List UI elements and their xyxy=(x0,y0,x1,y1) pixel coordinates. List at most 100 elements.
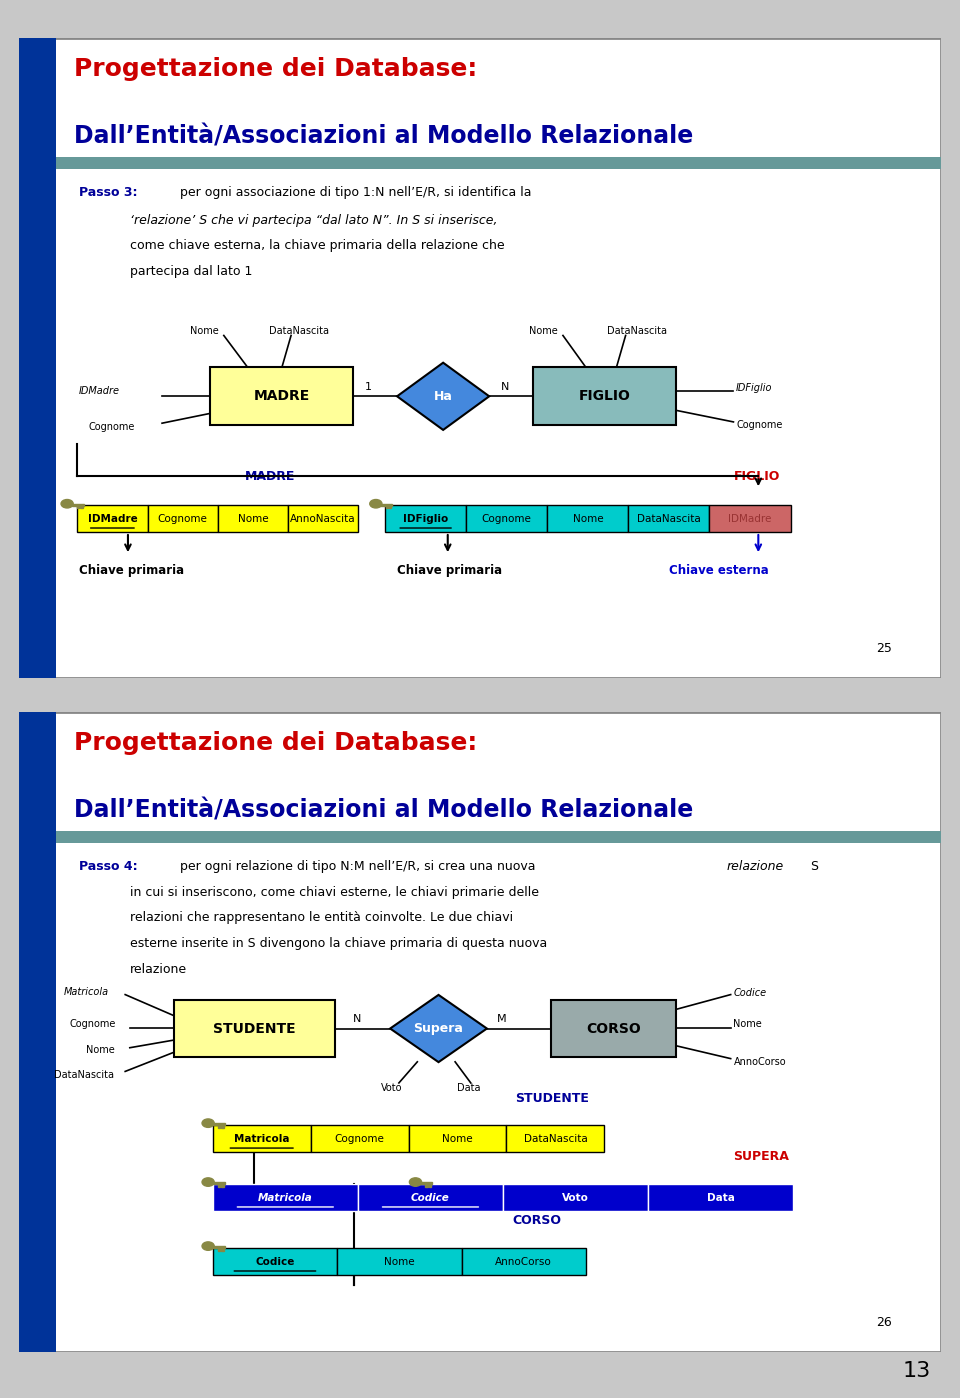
Bar xyxy=(420,1183,432,1184)
Bar xyxy=(389,506,392,509)
Text: FIGLIO: FIGLIO xyxy=(579,389,631,403)
Text: come chiave esterna, la chiave primaria della relazione che: come chiave esterna, la chiave primaria … xyxy=(130,239,504,253)
Text: IDFiglio: IDFiglio xyxy=(736,383,773,393)
Bar xyxy=(218,1125,220,1128)
Circle shape xyxy=(202,1179,214,1187)
Text: Passo 3:: Passo 3: xyxy=(79,186,137,200)
Text: relazioni che rappresentano le entità coinvolte. Le due chiavi: relazioni che rappresentano le entità co… xyxy=(130,911,513,924)
Bar xyxy=(409,1125,507,1152)
Text: Nome: Nome xyxy=(85,1046,114,1055)
Text: Ha: Ha xyxy=(434,390,452,403)
Text: IDFiglio: IDFiglio xyxy=(403,513,448,524)
Text: MADRE: MADRE xyxy=(253,389,310,403)
Bar xyxy=(212,1183,225,1184)
Text: Progettazione dei Database:: Progettazione dei Database: xyxy=(75,731,478,755)
Text: Matricola: Matricola xyxy=(234,1134,290,1144)
Bar xyxy=(81,506,83,509)
Circle shape xyxy=(409,1179,421,1187)
Text: Chiave esterna: Chiave esterna xyxy=(669,563,769,577)
Text: Dall’Entità/Associazioni al Modello Relazionale: Dall’Entità/Associazioni al Modello Rela… xyxy=(75,124,694,148)
Text: M: M xyxy=(496,1014,506,1025)
Text: N: N xyxy=(501,382,510,391)
Bar xyxy=(218,505,288,533)
Bar xyxy=(213,1248,337,1275)
Text: Nome: Nome xyxy=(529,326,558,336)
FancyBboxPatch shape xyxy=(551,1000,676,1057)
Text: Voto: Voto xyxy=(381,1082,403,1093)
Text: Passo 4:: Passo 4: xyxy=(79,860,137,874)
Text: Cognome: Cognome xyxy=(70,1019,116,1029)
Text: Codice: Codice xyxy=(411,1192,450,1202)
Text: 25: 25 xyxy=(876,643,892,656)
Text: IDMadre: IDMadre xyxy=(79,386,120,396)
Bar xyxy=(507,1125,605,1152)
Text: Data: Data xyxy=(707,1192,734,1202)
Bar xyxy=(337,1248,462,1275)
Text: N: N xyxy=(353,1014,361,1025)
Bar xyxy=(709,505,791,533)
Text: Nome: Nome xyxy=(572,513,603,524)
Text: AnnoCorso: AnnoCorso xyxy=(495,1257,552,1267)
Text: DataNascita: DataNascita xyxy=(637,513,701,524)
Text: IDMadre: IDMadre xyxy=(729,513,772,524)
Text: in cui si inseriscono, come chiavi esterne, le chiavi primarie delle: in cui si inseriscono, come chiavi ester… xyxy=(130,886,539,899)
Bar xyxy=(72,503,84,506)
Circle shape xyxy=(202,1241,214,1250)
Text: Progettazione dei Database:: Progettazione dei Database: xyxy=(75,57,478,81)
Text: 13: 13 xyxy=(902,1362,931,1381)
Text: esterne inserite in S divengono la chiave primaria di questa nuova: esterne inserite in S divengono la chiav… xyxy=(130,937,547,951)
Bar xyxy=(218,1184,220,1187)
Text: Cognome: Cognome xyxy=(736,421,782,431)
Text: 1: 1 xyxy=(365,382,372,391)
Polygon shape xyxy=(390,995,487,1062)
Text: CORSO: CORSO xyxy=(587,1022,641,1036)
Text: STUDENTE: STUDENTE xyxy=(515,1092,588,1106)
Bar xyxy=(213,1125,311,1152)
Bar xyxy=(288,505,358,533)
Text: partecipa dal lato 1: partecipa dal lato 1 xyxy=(130,266,252,278)
Text: Nome: Nome xyxy=(190,326,219,336)
Text: SUPERA: SUPERA xyxy=(733,1151,789,1163)
Text: Supera: Supera xyxy=(414,1022,464,1035)
Bar xyxy=(425,1184,427,1187)
Text: AnnoNascita: AnnoNascita xyxy=(291,513,356,524)
FancyBboxPatch shape xyxy=(19,712,941,1352)
Text: Dall’Entità/Associazioni al Modello Relazionale: Dall’Entità/Associazioni al Modello Rela… xyxy=(75,798,694,822)
Text: CORSO: CORSO xyxy=(513,1213,562,1227)
Text: AnnoCorso: AnnoCorso xyxy=(733,1057,786,1067)
Text: DataNascita: DataNascita xyxy=(269,326,329,336)
Bar xyxy=(629,505,709,533)
Text: Cognome: Cognome xyxy=(88,422,134,432)
FancyBboxPatch shape xyxy=(210,368,353,425)
Text: per ogni relazione di tipo N:M nell’E/R, si crea una nuova: per ogni relazione di tipo N:M nell’E/R,… xyxy=(180,860,540,874)
Bar xyxy=(213,1184,358,1211)
Bar xyxy=(380,503,393,506)
Text: IDMadre: IDMadre xyxy=(87,513,137,524)
Text: ‘relazione’ S che vi partecipa “dal lato N”. In S si inserisce,: ‘relazione’ S che vi partecipa “dal lato… xyxy=(130,214,497,226)
Text: relazione: relazione xyxy=(727,860,784,874)
Text: Data: Data xyxy=(457,1082,480,1093)
Bar xyxy=(56,158,941,169)
Bar xyxy=(212,1123,225,1125)
Text: relazione: relazione xyxy=(130,963,187,976)
Text: Matricola: Matricola xyxy=(63,987,108,997)
Text: Matricola: Matricola xyxy=(258,1192,313,1202)
Text: Voto: Voto xyxy=(563,1192,589,1202)
Bar xyxy=(311,1125,409,1152)
Circle shape xyxy=(61,499,73,507)
Bar xyxy=(218,1248,220,1251)
Text: Nome: Nome xyxy=(384,1257,415,1267)
Text: FIGLIO: FIGLIO xyxy=(733,470,780,482)
Text: DataNascita: DataNascita xyxy=(54,1069,114,1079)
Text: S: S xyxy=(807,860,819,874)
Text: Codice: Codice xyxy=(255,1257,295,1267)
Bar xyxy=(77,506,80,509)
Bar xyxy=(385,505,467,533)
Text: Nome: Nome xyxy=(443,1134,473,1144)
Bar xyxy=(429,1184,431,1187)
Bar xyxy=(547,505,629,533)
Bar xyxy=(212,1246,225,1248)
Text: STUDENTE: STUDENTE xyxy=(213,1022,296,1036)
Circle shape xyxy=(202,1118,214,1127)
Bar xyxy=(222,1184,224,1187)
